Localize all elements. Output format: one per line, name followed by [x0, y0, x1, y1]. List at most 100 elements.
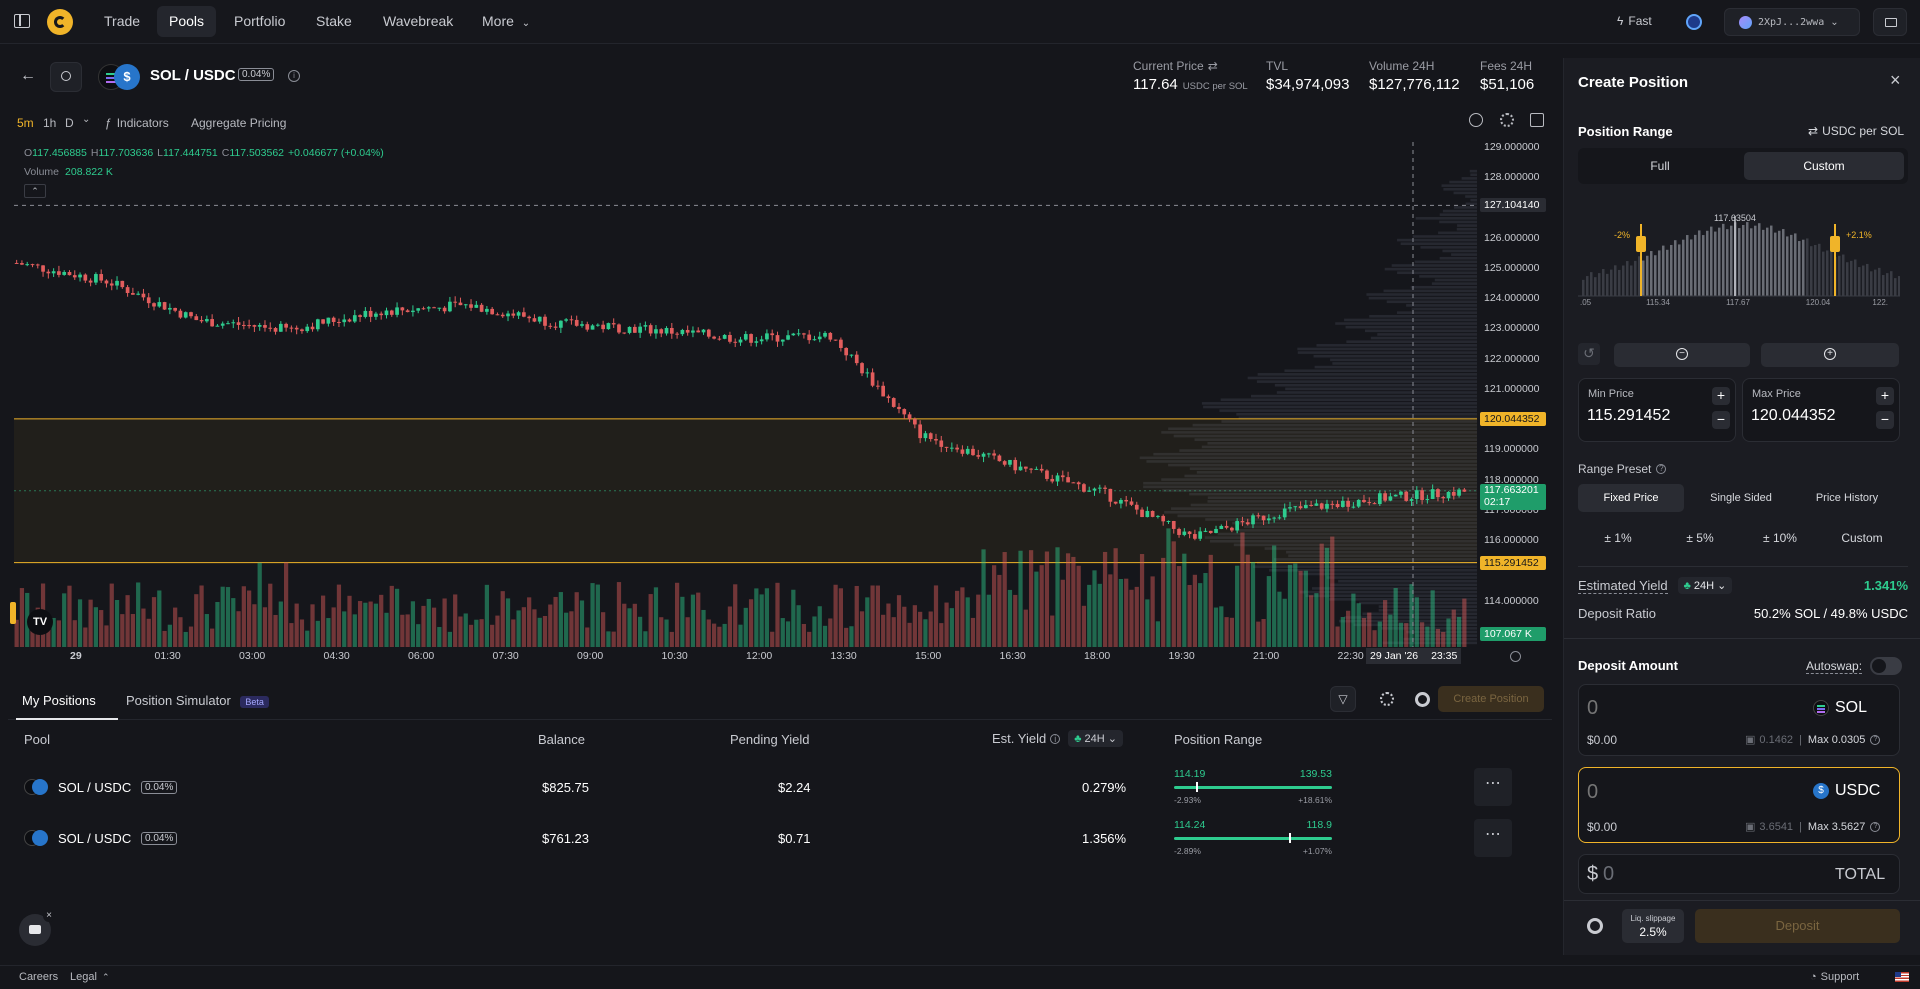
info-icon[interactable]: ?	[1870, 821, 1881, 832]
histogram-bar	[1586, 276, 1589, 296]
chart-reset-icon[interactable]	[1510, 651, 1521, 662]
preset-fixed-price[interactable]: Fixed Price	[1578, 484, 1684, 512]
nav-stake[interactable]: Stake	[316, 13, 352, 29]
volume-bar	[669, 631, 674, 647]
back-icon[interactable]: ←	[20, 67, 36, 84]
info-icon[interactable]: i	[1050, 733, 1061, 744]
price-chart[interactable]	[14, 142, 1484, 647]
footer-legal-link[interactable]: Legal ⌃	[70, 971, 110, 983]
slippage-button[interactable]: Liq. slippage 2.5%	[1622, 909, 1684, 943]
inbox-icon[interactable]	[1873, 8, 1907, 36]
preset-single-sided[interactable]: Single Sided	[1710, 492, 1772, 504]
refresh-icon[interactable]	[1415, 692, 1430, 707]
preset-price-history[interactable]: Price History	[1815, 492, 1879, 504]
drawing-tool-icon[interactable]	[1469, 113, 1483, 127]
filter-icon[interactable]: ▽	[1330, 686, 1356, 712]
preset-1pct[interactable]: ± 1%	[1604, 531, 1632, 545]
volume-bar	[780, 618, 785, 647]
position-range-label: Position Range	[1578, 124, 1673, 139]
zoom-in-button[interactable]: +	[1761, 343, 1899, 367]
indicators-button[interactable]: ƒ Indicators	[105, 116, 169, 130]
close-icon[interactable]: ×	[1890, 70, 1901, 90]
nav-trade[interactable]: Trade	[104, 13, 141, 29]
range-full-button[interactable]: Full	[1650, 159, 1670, 173]
info-icon[interactable]: ?	[1870, 734, 1881, 745]
sol-amount-input[interactable]	[1587, 697, 1767, 720]
collapse-legend-icon[interactable]: ⌃	[24, 184, 46, 198]
row-more-icon[interactable]: ⋯	[1474, 819, 1512, 857]
footer-support-link[interactable]: ◔ Support	[1810, 971, 1859, 983]
usdc-amount-input[interactable]	[1587, 781, 1767, 804]
sol-max-button[interactable]: Max 0.0305	[1807, 733, 1866, 746]
period-select[interactable]: ♣ 24H ⌄	[1068, 730, 1123, 747]
usdc-max-button[interactable]: Max 3.5627	[1807, 820, 1866, 833]
max-price-input[interactable]	[1751, 407, 1851, 425]
nav-wavebreak[interactable]: Wavebreak	[383, 13, 454, 29]
tab-my-positions[interactable]: My Positions	[22, 693, 96, 708]
aggregate-pricing-button[interactable]: Aggregate Pricing	[191, 116, 287, 130]
chart-settings-icon[interactable]	[1500, 113, 1514, 127]
max-price-decrement-button[interactable]: −	[1876, 411, 1894, 429]
row-est-yield: 0.279%	[1082, 780, 1127, 795]
sol-token-label[interactable]: SOL	[1813, 699, 1867, 717]
create-position-button[interactable]: Create Position	[1438, 686, 1544, 712]
autoswap-toggle[interactable]	[1870, 657, 1903, 675]
min-price-input[interactable]	[1587, 407, 1687, 425]
min-price-increment-button[interactable]: +	[1712, 387, 1730, 405]
search-button[interactable]	[50, 62, 82, 92]
time-axis[interactable]: 29 01:30 03:00 04:30 06:00 07:30 09:00 10:30 12:…	[14, 650, 1514, 664]
preset-10pct[interactable]: ± 10%	[1763, 531, 1797, 545]
price-axis[interactable]: 129.000000 128.000000 127.104140 126.000000…	[1478, 141, 1548, 647]
zoom-out-button[interactable]: −	[1614, 343, 1750, 367]
estimated-yield-label[interactable]: Estimated Yield	[1578, 577, 1668, 594]
tab-position-simulator[interactable]: Position Simulator Beta	[126, 693, 269, 708]
wallet-button[interactable]: 2XpJ...2wwa ⌄	[1724, 8, 1860, 36]
deposit-button[interactable]: Deposit	[1695, 909, 1900, 943]
yield-period-select[interactable]: ♣ 24H ⌄	[1677, 577, 1733, 594]
range-drag-handle[interactable]	[10, 602, 16, 624]
network-icon[interactable]	[1686, 14, 1702, 30]
min-price-decrement-button[interactable]: −	[1712, 411, 1730, 429]
usdc-token-label[interactable]: $ USDC	[1813, 782, 1880, 800]
nav-pools[interactable]: Pools	[157, 6, 217, 37]
depth-bar	[1442, 249, 1477, 253]
depth-bar	[1232, 521, 1477, 525]
close-icon[interactable]: ×	[43, 910, 55, 922]
histogram-min-pct: -2%	[1614, 230, 1630, 240]
swap-icon[interactable]: ⇄	[1207, 59, 1218, 73]
footer-careers-link[interactable]: Careers	[19, 971, 59, 983]
sidebar-toggle-icon[interactable]	[14, 14, 30, 28]
chevron-down-icon[interactable]: ⌄	[82, 114, 91, 125]
timeframe-1h[interactable]: 1h	[43, 116, 57, 130]
table-row[interactable]: SOL / USDC 0.04% $825.75 $2.24 0.279% 11…	[8, 762, 1552, 812]
help-icon[interactable]: ?	[1656, 464, 1667, 474]
speed-selector[interactable]: ϟ Fast	[1617, 14, 1652, 28]
region-flag-icon[interactable]	[1895, 972, 1909, 982]
max-price-increment-button[interactable]: +	[1876, 387, 1894, 405]
fullscreen-icon[interactable]	[1530, 113, 1544, 127]
liquidity-histogram[interactable]: 117.63504 -2% +2.1% .05 115.34 117.67 120.04 12…	[1578, 196, 1900, 306]
timeframe-d[interactable]: D	[65, 116, 74, 130]
table-row[interactable]: SOL / USDC 0.04% $761.23 $0.71 1.356% 11…	[8, 813, 1552, 863]
reset-range-icon[interactable]: ↺	[1578, 343, 1600, 365]
info-icon[interactable]: i	[288, 70, 300, 82]
nav-more[interactable]: More ⌄	[470, 6, 542, 37]
tradingview-logo-icon[interactable]: TV	[27, 609, 53, 635]
volume-bar	[320, 595, 326, 647]
range-custom-button[interactable]: Custom	[1744, 152, 1904, 180]
range-unit-toggle[interactable]: ⇄ USDC per SOL	[1808, 124, 1904, 138]
volume-bar	[463, 613, 468, 647]
divider	[1564, 900, 1920, 901]
nav-portfolio[interactable]: Portfolio	[234, 13, 286, 29]
row-more-icon[interactable]: ⋯	[1474, 768, 1512, 806]
preset-5pct[interactable]: ± 5%	[1686, 531, 1714, 545]
candle-body	[1267, 518, 1271, 521]
candle-body	[374, 313, 378, 317]
logo-icon[interactable]	[47, 9, 73, 35]
chat-button[interactable]: ×	[19, 910, 55, 946]
refresh-icon[interactable]	[1587, 918, 1603, 934]
candle-body	[1240, 521, 1245, 523]
timeframe-5m[interactable]: 5m	[17, 116, 34, 130]
preset-custom[interactable]: Custom	[1841, 531, 1883, 545]
gear-icon[interactable]	[1380, 692, 1394, 706]
